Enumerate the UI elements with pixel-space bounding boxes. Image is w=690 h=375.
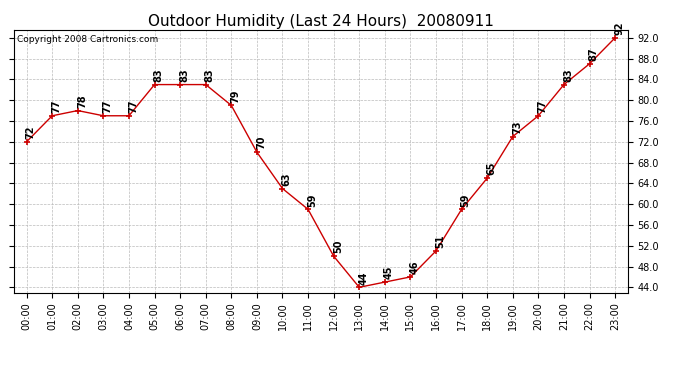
Text: 83: 83 <box>179 68 189 82</box>
Text: 72: 72 <box>26 126 36 139</box>
Text: 77: 77 <box>128 99 138 113</box>
Text: 46: 46 <box>410 261 420 274</box>
Text: 83: 83 <box>205 68 215 82</box>
Text: 87: 87 <box>589 47 599 61</box>
Title: Outdoor Humidity (Last 24 Hours)  20080911: Outdoor Humidity (Last 24 Hours) 2008091… <box>148 14 494 29</box>
Text: 70: 70 <box>256 136 266 149</box>
Text: 79: 79 <box>230 89 240 103</box>
Text: 63: 63 <box>282 172 292 186</box>
Text: 65: 65 <box>486 162 496 176</box>
Text: 44: 44 <box>358 271 368 285</box>
Text: 73: 73 <box>512 120 522 134</box>
Text: 77: 77 <box>51 99 61 113</box>
Text: 59: 59 <box>461 193 471 207</box>
Text: 78: 78 <box>77 94 87 108</box>
Text: 50: 50 <box>333 240 343 254</box>
Text: Copyright 2008 Cartronics.com: Copyright 2008 Cartronics.com <box>17 35 158 44</box>
Text: 83: 83 <box>563 68 573 82</box>
Text: 77: 77 <box>103 99 112 113</box>
Text: 51: 51 <box>435 235 445 248</box>
Text: 92: 92 <box>614 21 624 35</box>
Text: 83: 83 <box>154 68 164 82</box>
Text: 77: 77 <box>538 99 547 113</box>
Text: 59: 59 <box>307 193 317 207</box>
Text: 45: 45 <box>384 266 394 279</box>
